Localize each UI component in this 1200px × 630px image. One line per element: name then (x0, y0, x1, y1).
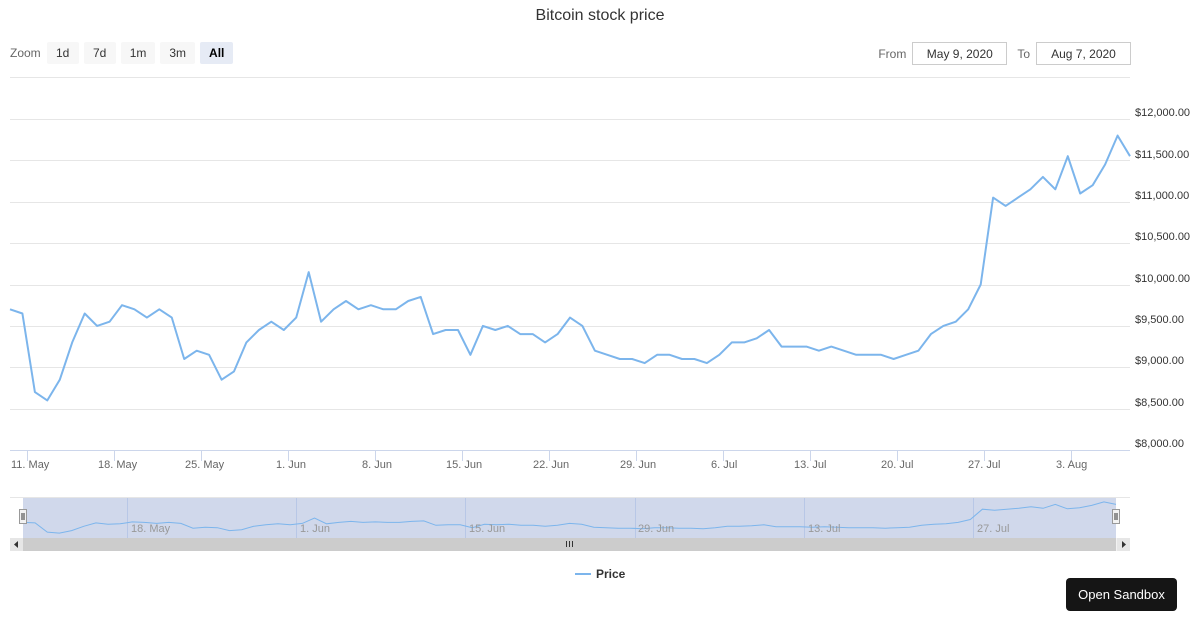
navigator-label: 15. Jun (469, 523, 506, 535)
navigator-label: 1. Jun (300, 523, 330, 535)
zoom-7d-button[interactable]: 7d (83, 42, 116, 64)
x-axis-label: 22. Jun (533, 459, 570, 471)
y-axis-label: $9,000.00 (1135, 355, 1184, 367)
x-axis-label: 1. Jun (276, 459, 306, 471)
range-selector-divider (10, 77, 1130, 78)
navigator-left-handle[interactable] (19, 509, 27, 524)
legend-label: Price (596, 567, 626, 581)
y-axis-label: $8,500.00 (1135, 397, 1184, 409)
x-axis-label: 11. May (11, 459, 50, 471)
navigator-label: 29. Jun (638, 523, 675, 535)
scrollbar-right-arrow-button[interactable] (1117, 538, 1130, 551)
chart-title: Bitcoin stock price (535, 7, 665, 24)
y-axis-label: $12,000.00 (1135, 107, 1191, 119)
navigator-label: 18. May (131, 523, 171, 535)
range-selector-dates: From May 9, 2020 To Aug 7, 2020 (872, 42, 1131, 65)
scrollbar-grip-icon (566, 541, 573, 547)
navigator-label: 13. Jul (808, 523, 841, 535)
y-axis-label: $9,500.00 (1135, 314, 1184, 326)
navigator-gridlines (127, 498, 974, 538)
range-selector-zoom: Zoom 1d 7d 1m 3m All (10, 42, 238, 64)
y-axis-label: $10,500.00 (1135, 231, 1191, 243)
zoom-3m-button[interactable]: 3m (160, 42, 196, 64)
from-label: From (878, 46, 907, 61)
x-axis-label: 15. Jun (446, 459, 483, 471)
x-axis-label: 27. Jul (968, 459, 1001, 471)
from-date-input[interactable]: May 9, 2020 (912, 42, 1008, 65)
y-axis-label: $8,000.00 (1135, 438, 1184, 450)
arrow-right-icon (1122, 541, 1126, 548)
arrow-left-icon (14, 541, 18, 548)
x-axis-label: 18. May (98, 459, 138, 471)
x-axis-label: 3. Aug (1056, 459, 1088, 471)
zoom-label: Zoom (10, 46, 41, 60)
x-axis-label: 8. Jun (362, 459, 392, 471)
navigator-right-handle[interactable] (1112, 509, 1120, 524)
price-series-line[interactable] (9, 134, 1131, 402)
x-axis-label: 13. Jul (794, 459, 827, 471)
navigator-selected-mask[interactable] (23, 498, 1116, 538)
zoom-1d-button[interactable]: 1d (46, 42, 79, 64)
x-axis-label: 6. Jul (711, 459, 738, 471)
gridlines (10, 119, 1130, 410)
legend-item-price[interactable]: Price (575, 567, 625, 581)
y-axis-label: $11,000.00 (1135, 190, 1190, 202)
x-axis-label: 25. May (185, 459, 225, 471)
navigator-series-line (22, 501, 1117, 534)
open-sandbox-button[interactable]: Open Sandbox (1066, 578, 1177, 611)
to-label: To (1017, 46, 1030, 61)
zoom-1m-button[interactable]: 1m (120, 42, 156, 64)
zoom-all-button[interactable]: All (200, 42, 234, 64)
x-axis-ticks (27, 451, 1072, 461)
x-axis-label: 29. Jun (620, 459, 657, 471)
legend-line-icon (575, 573, 591, 575)
navigator-label: 27. Jul (977, 523, 1010, 535)
y-axis-label: $10,000.00 (1135, 273, 1191, 285)
scrollbar-left-arrow-button[interactable] (10, 538, 23, 551)
to-date-input[interactable]: Aug 7, 2020 (1036, 42, 1131, 65)
y-axis-label: $11,500.00 (1135, 149, 1190, 161)
x-axis-label: 20. Jul (881, 459, 914, 471)
